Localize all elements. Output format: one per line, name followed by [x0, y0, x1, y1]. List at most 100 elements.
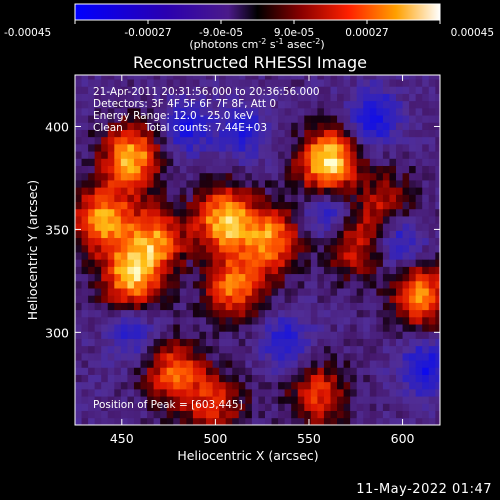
heatmap-cell: [435, 194, 441, 203]
heatmap-cell: [356, 180, 364, 188]
heatmap-cell: [107, 122, 115, 130]
heatmap-cell: [435, 331, 441, 339]
heatmap-cell: [291, 345, 299, 354]
heatmap-cell: [402, 316, 410, 325]
heatmap-cell: [297, 180, 305, 188]
heatmap-cell: [291, 180, 299, 188]
heatmap-cell: [382, 107, 390, 116]
heatmap-cell: [88, 259, 96, 267]
heatmap-cell: [232, 93, 240, 102]
heatmap-cell: [199, 381, 207, 390]
heatmap-cell: [409, 388, 417, 397]
heatmap-cell: [363, 79, 371, 87]
heatmap-cell: [396, 158, 403, 166]
heatmap-cell: [173, 115, 181, 123]
heatmap-cell: [304, 143, 312, 152]
heatmap-cell: [376, 273, 384, 282]
heatmap-cell: [258, 122, 266, 130]
heatmap-cell: [107, 403, 115, 411]
heatmap-cell: [245, 345, 253, 354]
heatmap-cell: [81, 180, 89, 188]
heatmap-cell: [271, 403, 279, 411]
heatmap-cell: [389, 331, 397, 339]
heatmap-cell: [199, 237, 207, 246]
heatmap-cell: [219, 410, 227, 419]
heatmap-cell: [304, 360, 312, 368]
heatmap-cell: [251, 403, 259, 411]
heatmap-cell: [409, 86, 417, 94]
heatmap-cell: [120, 316, 128, 325]
heatmap-cell: [245, 187, 253, 195]
heatmap-cell: [389, 100, 397, 109]
heatmap-cell: [140, 100, 148, 109]
heatmap-cell: [225, 136, 233, 145]
heatmap-cell: [369, 417, 377, 426]
heatmap-cell: [245, 388, 253, 397]
heatmap-cell: [317, 172, 325, 181]
heatmap-cell: [251, 266, 259, 275]
heatmap-cell: [304, 208, 312, 217]
heatmap-cell: [219, 259, 227, 267]
heatmap-cell: [291, 280, 299, 289]
heatmap-cell: [284, 288, 292, 296]
heatmap-cell: [173, 352, 181, 361]
heatmap-cell: [75, 180, 82, 188]
heatmap-cell: [271, 223, 279, 231]
heatmap-cell: [428, 410, 436, 419]
heatmap-cell: [192, 352, 200, 361]
heatmap-cell: [245, 244, 253, 253]
heatmap-cell: [435, 266, 441, 275]
heatmap-cell: [166, 75, 174, 80]
heatmap-cell: [350, 288, 358, 296]
heatmap-cell: [323, 86, 331, 94]
heatmap-cell: [81, 75, 89, 80]
heatmap-cell: [160, 194, 168, 203]
heatmap-cell: [356, 252, 364, 260]
heatmap-cell: [396, 345, 403, 354]
heatmap-cell: [284, 403, 292, 411]
heatmap-cell: [192, 324, 200, 332]
heatmap-cell: [75, 93, 82, 102]
heatmap-cell: [245, 201, 253, 210]
heatmap-cell: [284, 208, 292, 217]
heatmap-cell: [317, 259, 325, 267]
heatmap-cell: [396, 107, 403, 116]
heatmap-cell: [376, 143, 384, 152]
heatmap-cell: [337, 172, 345, 181]
heatmap-cell: [206, 151, 213, 159]
heatmap-cell: [369, 237, 377, 246]
heatmap-cell: [186, 352, 194, 361]
heatmap-cell: [192, 367, 200, 375]
heatmap-cell: [245, 165, 253, 174]
heatmap-cell: [258, 273, 266, 282]
heatmap-cell: [186, 302, 194, 311]
heatmap-cell: [107, 86, 115, 94]
heatmap-cell: [278, 194, 286, 203]
heatmap-cell: [278, 374, 286, 383]
heatmap-cell: [101, 172, 109, 181]
heatmap-cell: [376, 244, 384, 253]
heatmap-cell: [147, 302, 155, 311]
heatmap-cell: [415, 75, 423, 80]
heatmap-cell: [147, 75, 155, 80]
heatmap-cell: [225, 352, 233, 361]
heatmap-cell: [127, 172, 135, 181]
heatmap-cell: [284, 136, 292, 145]
heatmap-cell: [186, 216, 194, 224]
heatmap-cell: [107, 194, 115, 203]
heatmap-cell: [310, 143, 318, 152]
heatmap-cell: [389, 280, 397, 289]
heatmap-cell: [232, 410, 240, 419]
heatmap-cell: [330, 194, 338, 203]
heatmap-cell: [251, 86, 259, 94]
heatmap-cell: [323, 259, 331, 267]
heatmap-cell: [382, 187, 390, 195]
heatmap-cell: [114, 388, 122, 397]
heatmap-cell: [350, 223, 358, 231]
heatmap-cell: [402, 115, 410, 123]
heatmap-cell: [363, 309, 371, 318]
heatmap-cell: [284, 122, 292, 130]
heatmap-cell: [415, 316, 423, 325]
heatmap-cell: [232, 352, 240, 361]
heatmap-cell: [114, 165, 122, 174]
